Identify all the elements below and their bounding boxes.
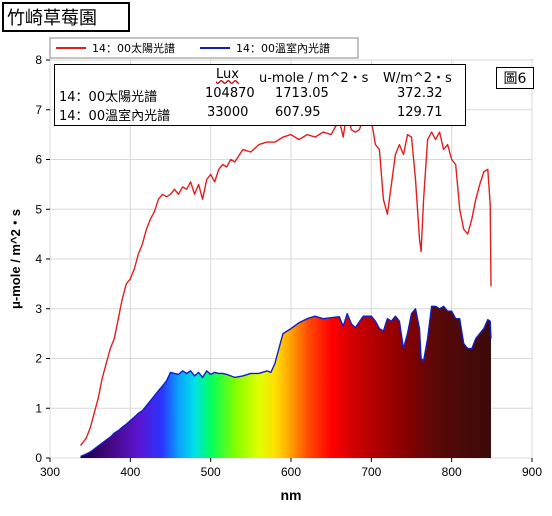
table-header-lux: Lux [216, 67, 239, 82]
x-axis-label: nm [281, 487, 302, 503]
table-cell: 33000 [207, 105, 249, 120]
table-cell: 104870 [205, 86, 255, 101]
legend: 14：00太陽光譜 14：00溫室內光譜 [49, 37, 359, 59]
series-line-0 [79, 109, 492, 447]
x-tick-label: 500 [201, 465, 221, 479]
table-cell: 129.71 [397, 105, 443, 120]
y-tick-label: 8 [35, 53, 42, 67]
table-row-label: 14：00太陽光譜 [59, 90, 158, 105]
table-row-label: 14：00溫室內光譜 [59, 109, 171, 124]
page-title: 竹崎草莓園 [2, 2, 130, 32]
y-tick-label: 6 [35, 153, 42, 167]
x-tick-label: 900 [522, 465, 542, 479]
series-area-1 [80, 306, 491, 458]
x-tick-label: 700 [361, 465, 381, 479]
axes: 300 400 500 600 700 800 900 0 1 2 3 4 5 6 7 8 [35, 53, 542, 479]
y-tick-label: 3 [35, 302, 42, 316]
x-tick-label: 600 [281, 465, 301, 479]
summary-table: Lux u-mole / m^2・s W/m^2・s 14：00太陽光譜 104… [54, 64, 466, 126]
x-tick-label: 400 [120, 465, 140, 479]
series-line-1 [80, 305, 492, 458]
table-cell: 1713.05 [275, 86, 329, 101]
table-cell: 607.95 [275, 105, 321, 120]
y-axis-label: μ-mole / m^2・s [8, 209, 23, 309]
table-header-umole: u-mole / m^2・s [259, 71, 369, 86]
x-tick-label: 800 [442, 465, 462, 479]
y-tick-label: 2 [35, 352, 42, 366]
y-tick-label: 4 [35, 252, 42, 266]
table-cell: 372.32 [397, 86, 443, 101]
legend-label: 14：00溫室內光譜 [236, 41, 330, 55]
legend-label: 14：00太陽光譜 [92, 41, 175, 55]
y-tick-label: 7 [35, 103, 42, 117]
x-tick-label: 300 [40, 465, 60, 479]
y-tick-label: 1 [35, 401, 42, 415]
y-tick-label: 0 [35, 451, 42, 465]
y-tick-label: 5 [35, 202, 42, 216]
table-header-watt: W/m^2・s [383, 71, 452, 86]
figure-label: 圖6 [496, 67, 534, 89]
